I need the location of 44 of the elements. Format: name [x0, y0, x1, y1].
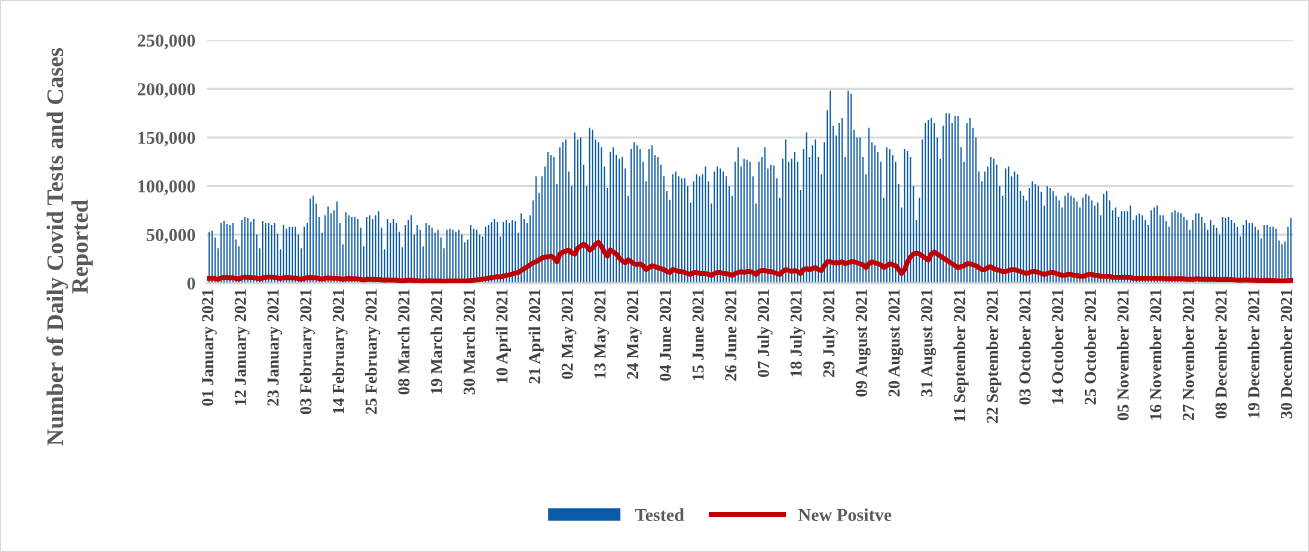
x-tick-label: 30 March 2021 [463, 289, 475, 395]
y-tick-label: 150,000 [138, 131, 196, 147]
x-tick-label: 04 June 2021 [659, 289, 672, 381]
x-tick-label: 18 July 2021 [790, 289, 806, 377]
x-tick-label: 11 September 2021 [953, 289, 969, 422]
x-tick-label: 21 April 2021 [528, 289, 544, 384]
x-tick-label: 16 November 2021 [1149, 289, 1162, 420]
x-tick-label: 30 December 2021 [1280, 289, 1293, 419]
x-tick-label: 23 January 2021 [267, 289, 283, 406]
y-axis-title: Number of Daily Covid Tests and Cases Reported [46, 48, 93, 446]
y-tick-label: 250,000 [137, 34, 196, 50]
x-tick-label: 24 May 2021 [627, 289, 642, 379]
x-tick-label: 12 January 2021 [234, 289, 250, 405]
legend-label: Tested [635, 508, 685, 522]
x-tick-label: 31 August 2021 [921, 289, 936, 397]
x-tick-label: 22 September 2021 [986, 289, 1002, 423]
x-tick-label: 20 August 2021 [888, 289, 904, 397]
x-tick-label: 13 May 2021 [594, 289, 610, 379]
x-tick-label: 14 October 2021 [1051, 289, 1064, 404]
x-tick-label: 25 February 2021 [365, 289, 381, 414]
x-tick-label: 09 August 2021 [855, 289, 871, 397]
x-tick-label: 05 November 2021 [1116, 289, 1129, 421]
x-tick-label: 03 October 2021 [1018, 289, 1031, 405]
y-tick-label: 100,000 [138, 180, 196, 196]
x-tick-label: 19 December 2021 [1247, 289, 1260, 418]
x-tick-label: 15 June 2021 [692, 289, 704, 380]
x-tick-label: 29 July 2021 [822, 289, 838, 377]
line-series [206, 239, 1294, 284]
x-tick-label: 26 June 2021 [725, 289, 737, 381]
x-tick-label: 03 February 2021 [299, 289, 315, 415]
x-tick-label: 07 July 2021 [757, 289, 773, 377]
legend-label: New Positve [798, 508, 892, 522]
x-tick-label: 19 March 2021 [430, 289, 443, 394]
x-tick-label: 01 January 2021 [202, 289, 217, 406]
x-tick-label: 02 May 2021 [561, 289, 577, 379]
y-tick-label: 50,000 [146, 228, 196, 244]
y-tick-label: 0 [187, 277, 196, 290]
x-tick-label: 08 December 2021 [1215, 289, 1227, 419]
x-tick-label: 27 November 2021 [1182, 289, 1195, 421]
x-tick-label: 10 April 2021 [495, 289, 511, 383]
x-tick-label: 08 March 2021 [397, 289, 410, 395]
y-tick-label: 200,000 [137, 83, 196, 98]
x-tick-label: 25 October 2021 [1084, 289, 1096, 405]
x-tick-label: 14 February 2021 [332, 289, 348, 414]
